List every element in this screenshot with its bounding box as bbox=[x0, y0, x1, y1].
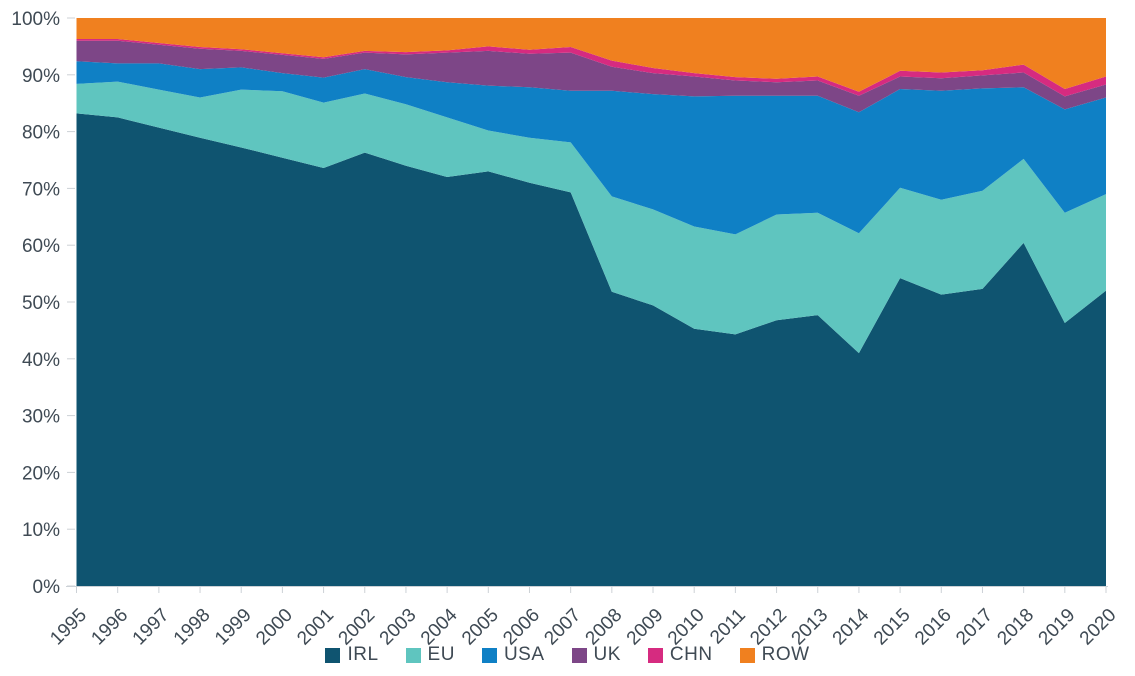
y-axis-label: 30% bbox=[22, 407, 60, 428]
x-axis-label: 2013 bbox=[788, 605, 833, 650]
x-axis-label: 2016 bbox=[911, 605, 956, 650]
x-axis-label: 2011 bbox=[706, 605, 750, 649]
legend-label: USA bbox=[503, 644, 545, 665]
y-axis-label: 100% bbox=[11, 9, 60, 30]
legend-label: ROW bbox=[761, 644, 810, 665]
y-axis-label: 0% bbox=[33, 577, 61, 598]
x-axis-label: 2007 bbox=[540, 605, 585, 650]
x-axis-label: 2002 bbox=[335, 605, 380, 650]
legend-item-uk: UK bbox=[571, 644, 621, 666]
legend-item-eu: EU bbox=[405, 644, 455, 666]
legend-label: IRL bbox=[347, 644, 379, 665]
y-axis-label: 90% bbox=[22, 66, 60, 87]
x-axis-label: 2010 bbox=[664, 605, 709, 650]
x-axis-label: 2017 bbox=[952, 605, 997, 650]
area-irl bbox=[76, 113, 1106, 587]
y-axis-label: 80% bbox=[22, 123, 60, 144]
x-axis-label: 1999 bbox=[211, 605, 256, 650]
legend-item-chn: CHN bbox=[647, 644, 713, 666]
x-axis-label: 2006 bbox=[499, 605, 544, 650]
chart-legend: IRL EU USA UK CHN ROW bbox=[0, 644, 1135, 666]
y-axis-label: 10% bbox=[22, 520, 60, 541]
x-axis-label: 2000 bbox=[252, 605, 297, 650]
x-axis-label: 2001 bbox=[293, 605, 338, 650]
legend-swatch-chn bbox=[647, 647, 663, 663]
legend-label: UK bbox=[593, 644, 621, 665]
area-usa bbox=[76, 61, 1106, 235]
x-axis-label: 2014 bbox=[829, 604, 874, 649]
x-axis-label: 2008 bbox=[582, 605, 627, 650]
legend-label: CHN bbox=[669, 644, 713, 665]
legend-swatch-irl bbox=[325, 647, 341, 663]
x-axis-label: 2004 bbox=[417, 604, 462, 649]
legend-swatch-eu bbox=[405, 647, 421, 663]
x-axis-label: 1995 bbox=[46, 605, 91, 650]
x-axis-label: 1998 bbox=[170, 605, 215, 650]
legend-label: EU bbox=[427, 644, 455, 665]
y-axis-label: 50% bbox=[22, 293, 60, 314]
legend-item-irl: IRL bbox=[325, 644, 378, 666]
x-axis-label: 2018 bbox=[993, 605, 1038, 650]
y-axis-label: 60% bbox=[22, 236, 60, 257]
x-axis-label: 2012 bbox=[746, 605, 791, 650]
x-axis-labels-group: 1995199619971998199920002001200220032004… bbox=[46, 604, 1120, 649]
x-axis-label: 2015 bbox=[870, 605, 915, 650]
area-eu bbox=[76, 81, 1106, 354]
legend-item-usa: USA bbox=[481, 644, 545, 666]
x-axis-label: 2020 bbox=[1076, 605, 1121, 650]
y-axis-label: 20% bbox=[22, 463, 60, 484]
x-axis-label: 1997 bbox=[129, 605, 174, 650]
axis-lines-group bbox=[66, 17, 1108, 593]
areas-group bbox=[76, 18, 1106, 587]
y-axis-label: 40% bbox=[22, 350, 60, 371]
x-axis-label: 2009 bbox=[623, 605, 668, 650]
y-axis-labels-group: 0% 10% 20% 30% 40% 50% 60% 70% 80% 90% 100% bbox=[11, 9, 60, 598]
legend-swatch-uk bbox=[571, 647, 587, 663]
area-row bbox=[76, 18, 1106, 92]
area-uk bbox=[76, 40, 1106, 113]
x-axis-label: 2005 bbox=[458, 605, 503, 650]
x-axis-label: 2019 bbox=[1035, 605, 1080, 650]
legend-swatch-row bbox=[739, 647, 755, 663]
x-axis-label: 2003 bbox=[376, 605, 421, 650]
x-axis-label: 1996 bbox=[87, 605, 132, 650]
legend-swatch-usa bbox=[481, 647, 497, 663]
legend-item-row: ROW bbox=[739, 644, 810, 666]
y-axis-label: 70% bbox=[22, 179, 60, 200]
